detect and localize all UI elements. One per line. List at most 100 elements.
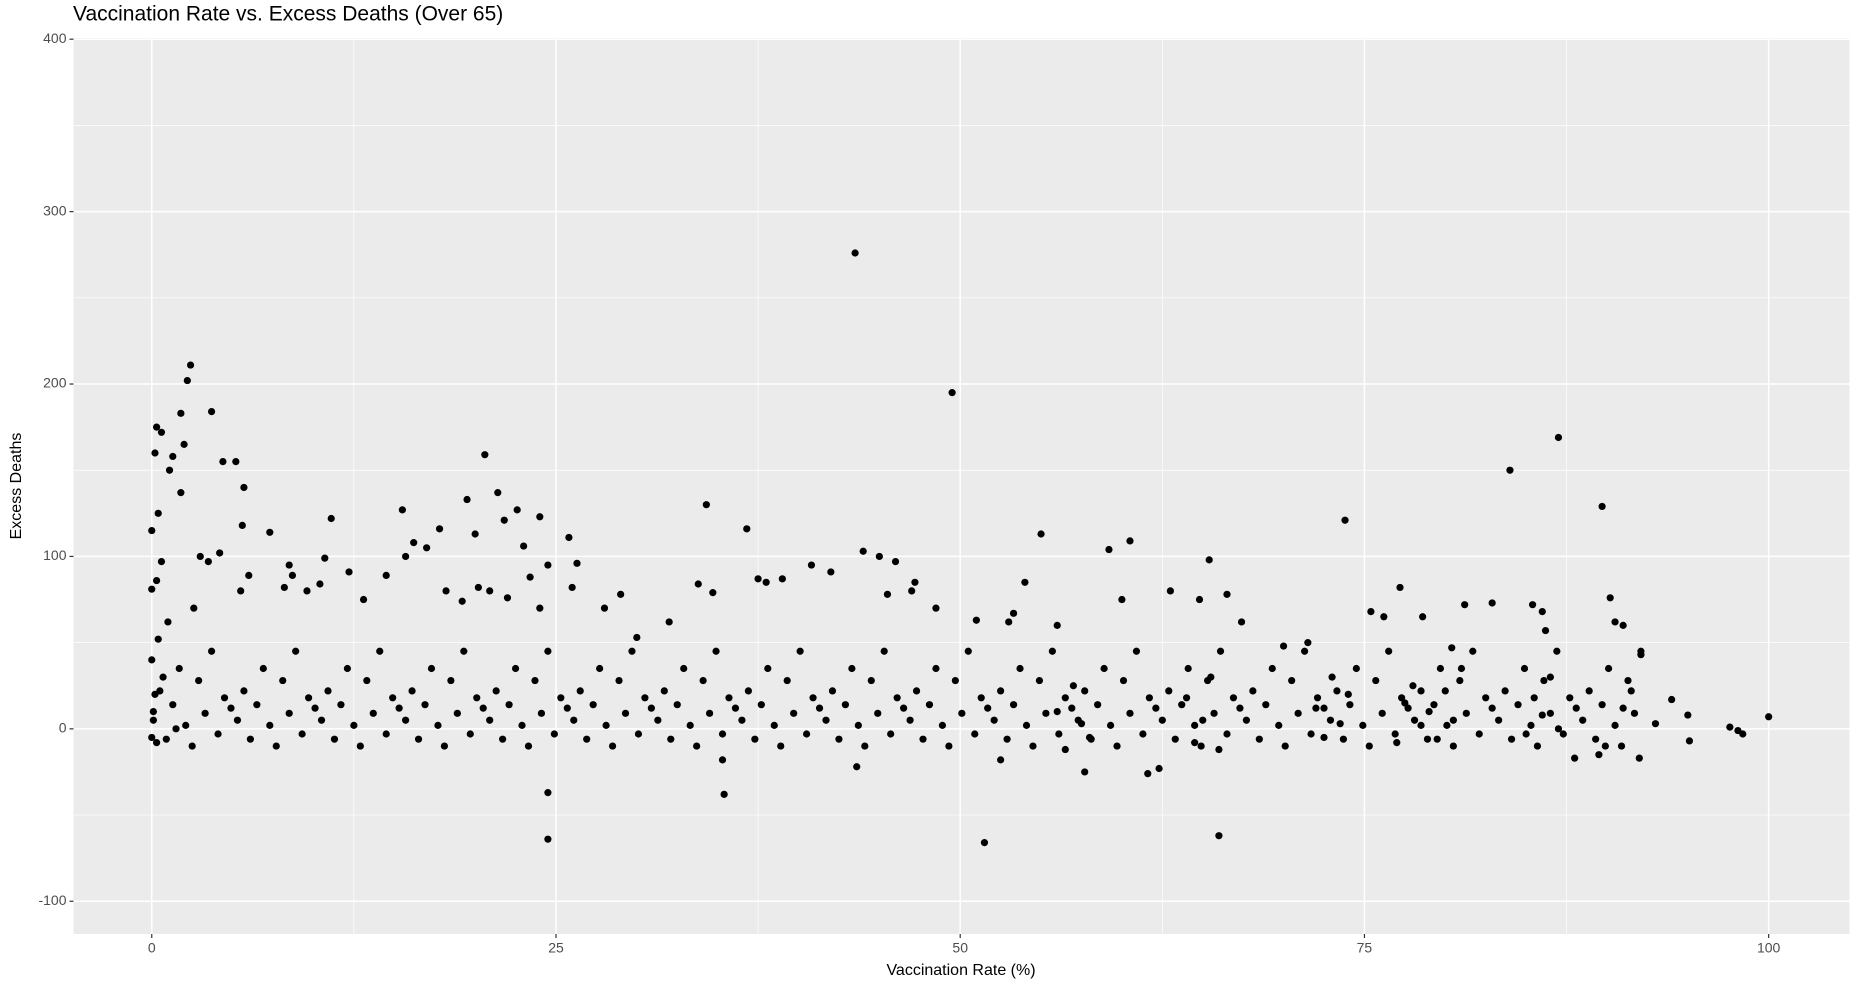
point (1216, 647, 1225, 655)
point (304, 694, 313, 702)
point (997, 687, 1005, 695)
point (1595, 751, 1603, 759)
point (1307, 730, 1315, 738)
point (932, 664, 940, 673)
point (503, 594, 512, 602)
point (188, 742, 196, 750)
point (148, 526, 156, 535)
point (1546, 673, 1554, 681)
point (1372, 676, 1380, 685)
point (1398, 694, 1406, 702)
point (980, 839, 989, 847)
point (1619, 704, 1627, 712)
point (1021, 578, 1029, 586)
point (815, 704, 824, 712)
point (298, 730, 306, 738)
point (154, 509, 162, 517)
point (1606, 594, 1614, 602)
point (887, 730, 895, 738)
point (938, 721, 947, 729)
point (440, 742, 449, 750)
points (148, 249, 1773, 847)
x-tick-label: 100 (1757, 940, 1781, 956)
point (195, 676, 203, 685)
point (151, 449, 159, 457)
point (1506, 466, 1514, 474)
point (317, 716, 326, 724)
point (1210, 709, 1218, 717)
point (363, 676, 371, 685)
point (1417, 687, 1425, 695)
point (990, 716, 998, 724)
point (1268, 664, 1276, 673)
point (513, 506, 521, 514)
point (1685, 737, 1694, 745)
point (279, 676, 287, 685)
point (822, 716, 830, 724)
point (1113, 742, 1121, 750)
point (654, 716, 662, 724)
chart-title: Vaccination Rate vs. Excess Deaths (Over… (73, 3, 503, 26)
point (1684, 711, 1692, 719)
point (948, 389, 956, 397)
point (1171, 735, 1179, 743)
point (421, 701, 429, 709)
point (641, 694, 649, 702)
point (207, 408, 216, 416)
point (321, 554, 329, 562)
point (1279, 642, 1288, 650)
point (382, 730, 390, 738)
point (1320, 733, 1328, 742)
point (1475, 730, 1483, 738)
point (1195, 595, 1204, 604)
point (201, 709, 209, 717)
point (1085, 733, 1094, 742)
point (272, 742, 280, 750)
point (402, 552, 410, 561)
point (1668, 695, 1676, 704)
point (1393, 739, 1401, 747)
point (705, 709, 714, 717)
point (777, 742, 785, 750)
point (1237, 618, 1246, 626)
point (1566, 694, 1574, 702)
point (240, 483, 248, 492)
point (1029, 742, 1037, 750)
point (511, 664, 520, 673)
point (463, 495, 471, 504)
point (964, 647, 972, 655)
point (1009, 701, 1018, 709)
point (460, 647, 468, 655)
point (906, 716, 914, 724)
point (1042, 709, 1050, 717)
point (796, 647, 804, 655)
point (875, 552, 883, 561)
point (583, 735, 591, 743)
point (1461, 601, 1469, 609)
point (285, 709, 293, 717)
point (1242, 716, 1250, 724)
point (1554, 725, 1563, 733)
point (149, 707, 157, 716)
point (1449, 742, 1457, 750)
point (1068, 704, 1076, 712)
point (1617, 742, 1626, 750)
point (266, 721, 274, 729)
point (576, 687, 584, 695)
point (1304, 639, 1312, 647)
point (557, 694, 565, 702)
point (744, 687, 752, 695)
point (1559, 730, 1567, 738)
point (499, 735, 507, 743)
point (227, 704, 235, 712)
point (1312, 704, 1320, 712)
point (1155, 764, 1163, 773)
point (183, 376, 191, 385)
point (237, 587, 245, 595)
point (634, 730, 643, 738)
point (1601, 742, 1609, 750)
point (402, 716, 410, 724)
point (1191, 721, 1199, 729)
point (1022, 721, 1031, 729)
point (148, 733, 156, 742)
